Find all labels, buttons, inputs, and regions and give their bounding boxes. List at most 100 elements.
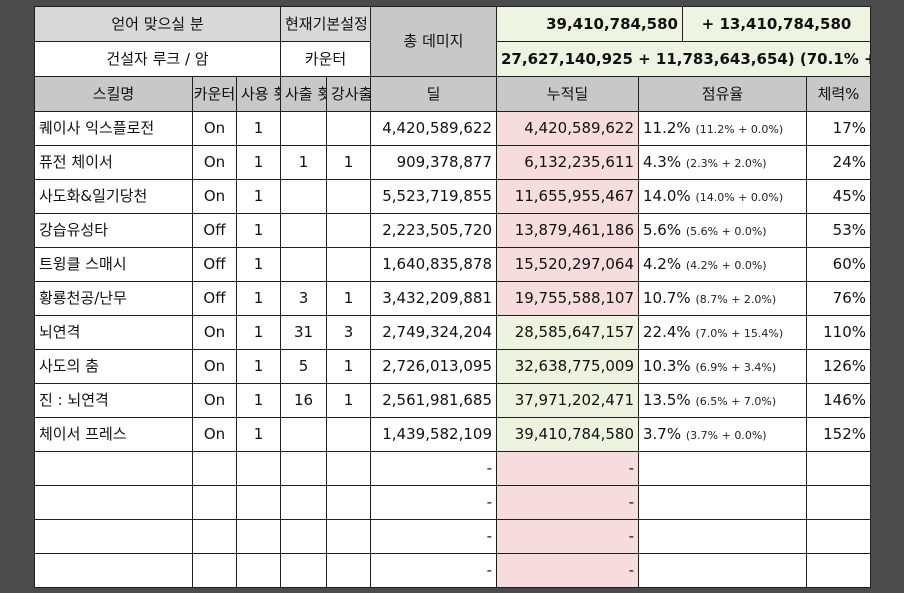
cumulative-cell[interactable]: 4,420,589,622 [496,111,639,146]
mark-count-cell[interactable] [280,179,327,214]
hp-cell[interactable]: 152% [805,417,872,452]
counter-cell[interactable]: Off [192,247,237,282]
deal-cell[interactable]: 4,420,589,622 [370,111,497,146]
deal-cell[interactable]: 1,640,835,878 [370,247,497,282]
share-cell[interactable]: 10.7% (8.7% + 2.0%) [638,281,807,316]
use-count-cell[interactable]: 1 [236,145,281,180]
hp-cell[interactable]: 146% [805,383,872,418]
col-header-use-count[interactable]: 사용 횟수 [236,76,281,112]
deal-cell[interactable]: 5,523,719,855 [370,179,497,214]
counter-cell[interactable] [192,553,237,588]
skill-cell[interactable] [34,519,193,554]
counter-cell[interactable]: Off [192,281,237,316]
col-header-deal[interactable]: 딜 [370,76,497,112]
share-cell[interactable]: 14.0% (14.0% + 0.0%) [638,179,807,214]
cumulative-cell[interactable]: 32,638,775,009 [496,349,639,384]
counter-cell[interactable]: On [192,417,237,452]
cumulative-cell[interactable]: 13,879,461,186 [496,213,639,248]
strong-mark-count-cell[interactable]: 1 [326,281,371,316]
deal-cell[interactable]: 2,726,013,095 [370,349,497,384]
share-cell[interactable] [638,451,807,486]
use-count-cell[interactable]: 1 [236,281,281,316]
sheet-title-cell[interactable]: 얻어 맞으실 분 [34,6,281,42]
mark-count-cell[interactable] [280,111,327,146]
skill-cell[interactable]: 퓨전 체이서 [34,145,193,180]
share-cell[interactable]: 5.6% (5.6% + 0.0%) [638,213,807,248]
col-header-mark-count[interactable]: 사출 횟수 [280,76,327,112]
col-header-cumulative[interactable]: 누적딜 [496,76,639,112]
share-cell[interactable]: 11.2% (11.2% + 0.0%) [638,111,807,146]
cumulative-cell[interactable]: 37,971,202,471 [496,383,639,418]
col-header-share[interactable]: 점유율 [638,76,807,112]
hp-cell[interactable]: 126% [805,349,872,384]
strong-mark-count-cell[interactable] [326,451,371,486]
skill-cell[interactable]: 사도화&일기당천 [34,179,193,214]
cumulative-cell[interactable]: 39,410,784,580 [496,417,639,452]
skill-cell[interactable]: 강습유성타 [34,213,193,248]
cumulative-cell[interactable]: - [496,553,639,588]
deal-cell[interactable]: - [370,485,497,520]
current-setting-cell[interactable]: 현재기본설정 [280,6,371,42]
cumulative-cell[interactable]: 19,755,588,107 [496,281,639,316]
strong-mark-count-cell[interactable] [326,417,371,452]
skill-cell[interactable]: 진 : 뇌연격 [34,383,193,418]
strong-mark-count-cell[interactable]: 1 [326,349,371,384]
use-count-cell[interactable] [236,485,281,520]
deal-cell[interactable]: 1,439,582,109 [370,417,497,452]
mark-count-cell[interactable]: 5 [280,349,327,384]
hp-cell[interactable]: 17% [805,111,872,146]
counter-setting-cell[interactable]: 카운터 [280,41,371,77]
strong-mark-count-cell[interactable]: 1 [326,383,371,418]
share-cell[interactable] [638,485,807,520]
deal-cell[interactable]: 2,749,324,204 [370,315,497,350]
strong-mark-count-cell[interactable] [326,213,371,248]
mark-count-cell[interactable]: 16 [280,383,327,418]
mark-count-cell[interactable]: 1 [280,145,327,180]
target-name-cell[interactable]: 건설자 루크 / 암 [34,41,281,77]
cumulative-cell[interactable]: 11,655,955,467 [496,179,639,214]
strong-mark-count-cell[interactable] [326,247,371,282]
share-cell[interactable] [638,553,807,588]
strong-mark-count-cell[interactable] [326,553,371,588]
deal-cell[interactable]: 2,561,981,685 [370,383,497,418]
use-count-cell[interactable]: 1 [236,213,281,248]
col-header-hp[interactable]: 체력% [805,76,872,112]
strong-mark-count-cell[interactable] [326,179,371,214]
hp-cell[interactable] [805,485,872,520]
hp-cell[interactable]: 53% [805,213,872,248]
skill-cell[interactable]: 뇌연격 [34,315,193,350]
skill-cell[interactable] [34,451,193,486]
counter-cell[interactable]: On [192,349,237,384]
damage-breakdown-cell[interactable]: 27,627,140,925 + 11,783,643,654) (70.1% … [495,41,872,77]
use-count-cell[interactable] [236,553,281,588]
deal-cell[interactable]: 909,378,877 [370,145,497,180]
cumulative-cell[interactable]: - [496,485,639,520]
extra-damage-cell[interactable]: + 13,410,784,580 [681,6,872,42]
mark-count-cell[interactable] [280,519,327,554]
col-header-counter[interactable]: 카운터 [192,76,237,112]
counter-cell[interactable]: On [192,111,237,146]
hp-cell[interactable]: 110% [805,315,872,350]
strong-mark-count-cell[interactable]: 3 [326,315,371,350]
deal-cell[interactable]: 2,223,505,720 [370,213,497,248]
hp-cell[interactable] [805,451,872,486]
counter-cell[interactable] [192,485,237,520]
deal-cell[interactable]: - [370,451,497,486]
strong-mark-count-cell[interactable]: 1 [326,145,371,180]
cumulative-cell[interactable]: - [496,451,639,486]
skill-cell[interactable]: 황룡천공/난무 [34,281,193,316]
skill-cell[interactable]: 사도의 춤 [34,349,193,384]
share-cell[interactable]: 4.2% (4.2% + 0.0%) [638,247,807,282]
hp-cell[interactable]: 24% [805,145,872,180]
mark-count-cell[interactable] [280,213,327,248]
skill-cell[interactable] [34,485,193,520]
deal-cell[interactable]: - [370,553,497,588]
counter-cell[interactable]: On [192,179,237,214]
hp-cell[interactable]: 60% [805,247,872,282]
total-damage-cell[interactable]: 39,410,784,580 [496,6,683,42]
strong-mark-count-cell[interactable] [326,111,371,146]
use-count-cell[interactable]: 1 [236,417,281,452]
counter-cell[interactable]: On [192,315,237,350]
hp-cell[interactable]: 76% [805,281,872,316]
use-count-cell[interactable]: 1 [236,349,281,384]
